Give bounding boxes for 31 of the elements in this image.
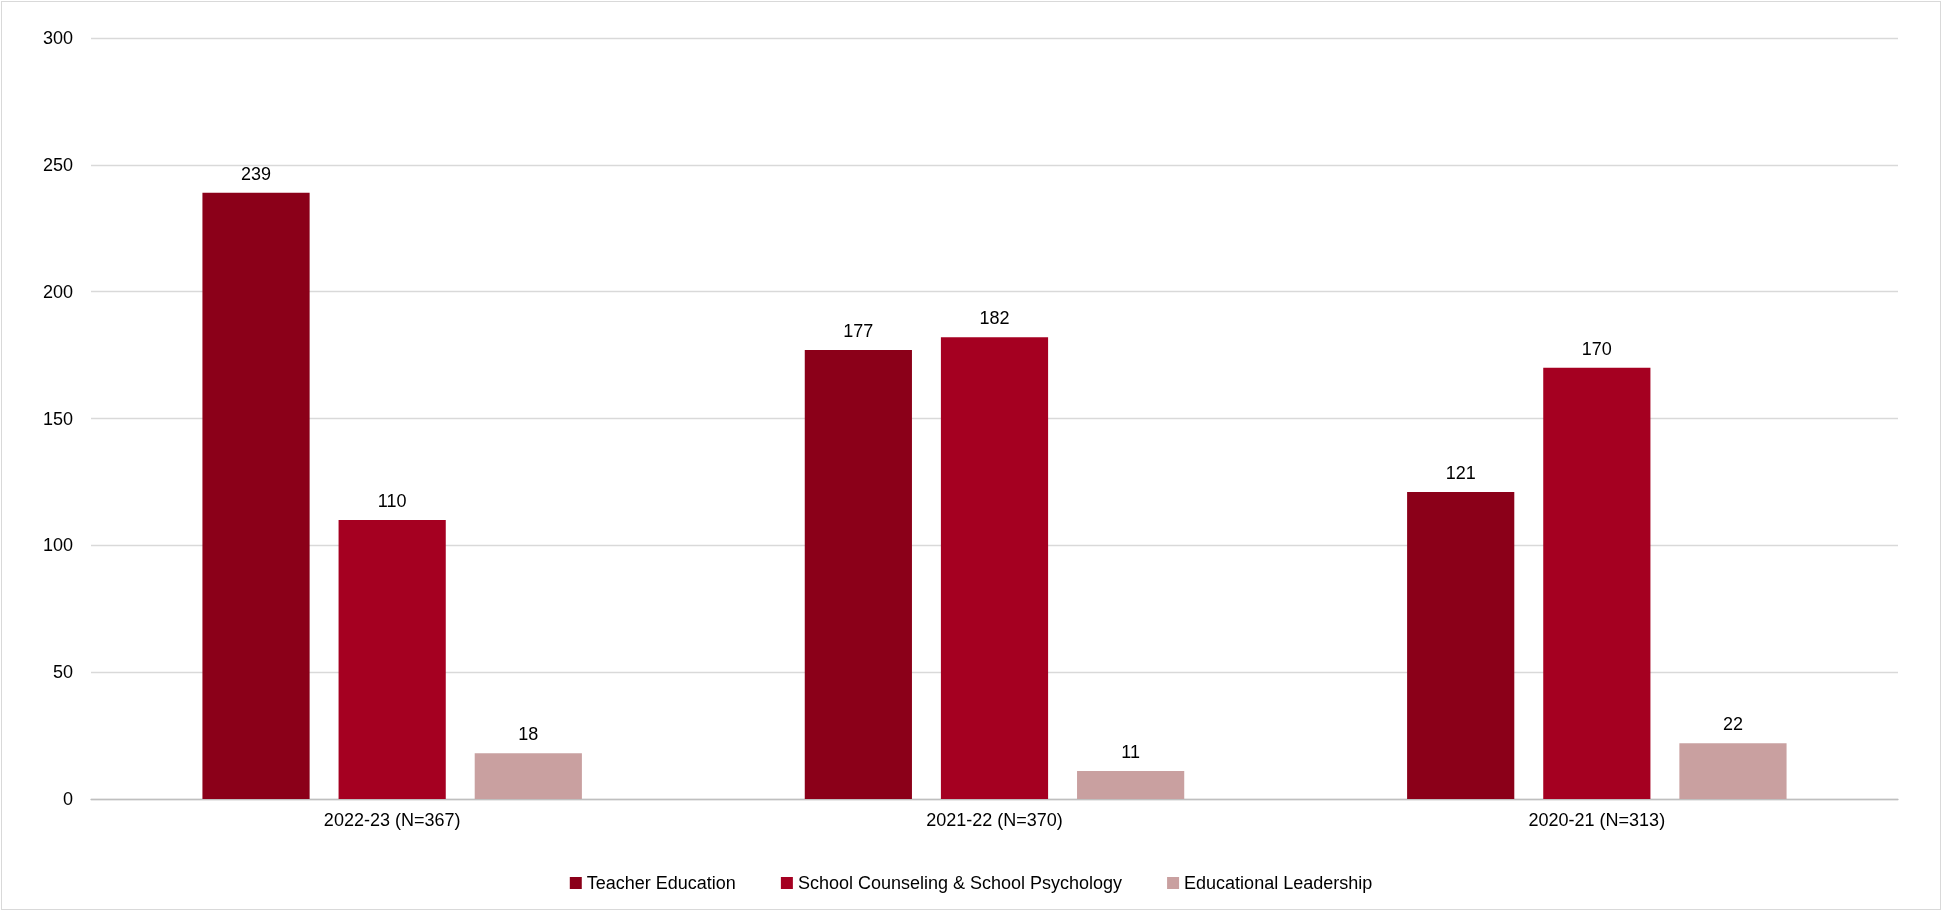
bar: [940, 337, 1049, 799]
bar: [202, 192, 310, 799]
legend-label: School Counseling & School Psychology: [797, 873, 1123, 893]
y-tick-label: 150: [42, 408, 73, 429]
bar: [1077, 771, 1185, 799]
data-label: 18: [518, 724, 539, 745]
bar: [1679, 743, 1787, 799]
x-tick-label: 2022-23 (N=367): [323, 810, 461, 830]
data-label: 239: [241, 163, 272, 184]
legend-label: Teacher Education: [586, 873, 736, 893]
data-label: 110: [377, 490, 407, 511]
x-tick-label: 2021-22 (N=370): [926, 810, 1063, 830]
y-tick-label: 50: [52, 662, 73, 683]
data-label: 121: [1445, 463, 1476, 484]
x-tick-label: 2020-21 (N=313): [1528, 810, 1666, 830]
y-tick-label: 250: [42, 154, 73, 175]
data-label: 170: [1581, 338, 1612, 359]
bar: [804, 350, 912, 799]
y-tick-label: 300: [42, 28, 73, 48]
data-label: 177: [843, 321, 874, 342]
bar: [474, 753, 582, 799]
y-tick-label: 0: [62, 789, 73, 809]
y-tick-label: 100: [42, 535, 73, 556]
data-label: 11: [1121, 742, 1140, 763]
y-tick-label: 200: [42, 281, 73, 302]
bar: [1407, 492, 1515, 799]
bar: [338, 519, 446, 799]
data-label: 182: [979, 308, 1010, 329]
data-label: 22: [1722, 714, 1743, 735]
legend-label: Educational Leadership: [1184, 873, 1373, 893]
bar: [1543, 367, 1651, 799]
